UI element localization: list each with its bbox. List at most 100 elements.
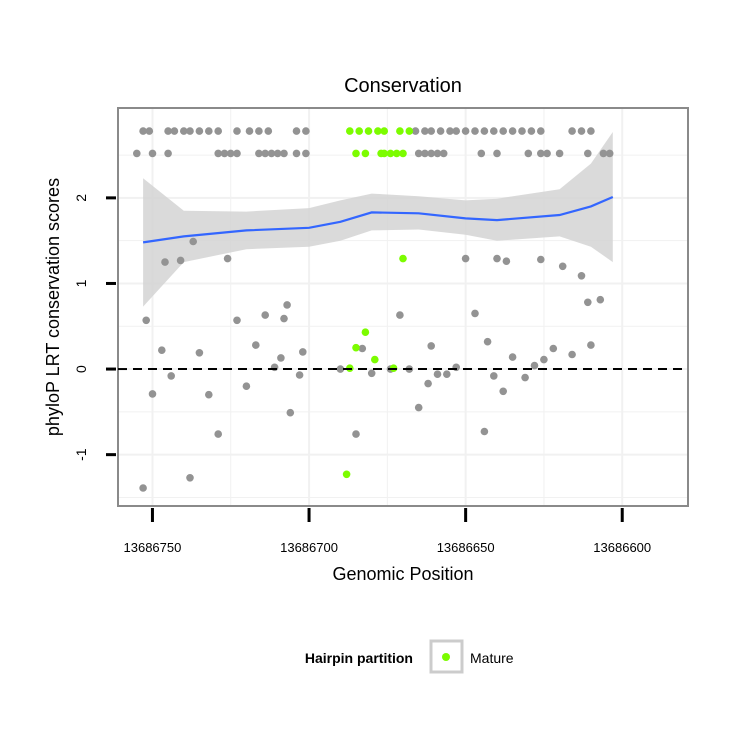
data-point bbox=[508, 353, 517, 361]
data-point-mature bbox=[396, 127, 404, 135]
data-point bbox=[205, 127, 213, 135]
smooth-line bbox=[142, 195, 614, 244]
data-point-mature bbox=[405, 127, 414, 135]
data-point-mature bbox=[355, 127, 364, 135]
data-point bbox=[433, 149, 442, 158]
data-point bbox=[508, 127, 517, 135]
data-point bbox=[461, 254, 470, 263]
data-point bbox=[596, 295, 605, 304]
data-point bbox=[280, 314, 288, 323]
data-point bbox=[558, 262, 567, 271]
data-point bbox=[233, 127, 241, 135]
data-point bbox=[226, 149, 235, 158]
data-point bbox=[176, 256, 185, 265]
data-point bbox=[521, 373, 529, 382]
data-point bbox=[358, 344, 367, 353]
data-point bbox=[223, 254, 232, 263]
data-point-mature bbox=[380, 127, 389, 135]
data-point bbox=[452, 127, 461, 135]
data-point bbox=[471, 309, 479, 318]
data-point bbox=[139, 484, 147, 492]
data-point bbox=[537, 127, 545, 135]
data-point bbox=[161, 258, 169, 266]
data-point bbox=[414, 149, 423, 158]
data-point bbox=[267, 149, 276, 158]
data-point bbox=[555, 149, 564, 158]
data-point bbox=[568, 127, 576, 135]
x-tick-label: 13686700 bbox=[280, 540, 338, 555]
data-point-mature bbox=[392, 149, 401, 158]
data-point bbox=[292, 149, 301, 158]
y-tick-label: -1 bbox=[73, 448, 89, 461]
data-point bbox=[499, 387, 508, 396]
smooth-line-group bbox=[142, 195, 614, 244]
data-point bbox=[273, 149, 282, 158]
data-point bbox=[255, 149, 263, 158]
data-point bbox=[264, 127, 273, 135]
legend-label-mature: Mature bbox=[470, 650, 514, 666]
data-point bbox=[427, 342, 436, 350]
data-point bbox=[261, 311, 270, 319]
data-point bbox=[490, 127, 498, 135]
data-point bbox=[280, 149, 288, 158]
data-point bbox=[530, 361, 539, 370]
data-point bbox=[261, 149, 270, 158]
data-point bbox=[502, 257, 511, 266]
data-point bbox=[433, 370, 442, 379]
data-point bbox=[220, 149, 229, 158]
data-point bbox=[302, 127, 310, 135]
data-point bbox=[421, 127, 429, 135]
confidence-band-area bbox=[143, 132, 613, 307]
data-point-mature bbox=[352, 149, 360, 158]
data-point bbox=[584, 149, 592, 158]
data-point bbox=[302, 149, 310, 158]
data-point bbox=[587, 341, 595, 349]
y-tick-label: 2 bbox=[73, 194, 89, 202]
legend-title: Hairpin partition bbox=[305, 650, 413, 666]
data-point bbox=[411, 127, 420, 135]
data-point bbox=[543, 149, 551, 158]
data-point bbox=[549, 344, 558, 353]
data-point bbox=[158, 346, 166, 355]
data-point bbox=[195, 349, 204, 357]
data-point bbox=[584, 298, 592, 307]
data-point bbox=[518, 127, 526, 135]
chart-title: Conservation bbox=[344, 75, 462, 97]
data-point bbox=[577, 127, 586, 135]
data-point-mature bbox=[380, 149, 389, 158]
data-point bbox=[480, 427, 489, 436]
confidence-band bbox=[143, 132, 613, 307]
data-point bbox=[252, 341, 260, 349]
data-point-mature bbox=[374, 127, 382, 135]
data-point bbox=[214, 127, 222, 135]
data-point bbox=[537, 149, 545, 158]
y-tick-label: 0 bbox=[73, 365, 89, 373]
data-point bbox=[439, 149, 448, 158]
data-point bbox=[587, 127, 595, 135]
x-axis: 13686750 13686700 13686650 13686600 bbox=[124, 508, 651, 555]
x-tick-label: 13686750 bbox=[124, 540, 182, 555]
data-point bbox=[568, 350, 576, 359]
data-point bbox=[164, 127, 172, 135]
data-point bbox=[577, 272, 586, 280]
y-tick-label: 1 bbox=[73, 279, 89, 287]
data-point bbox=[283, 301, 291, 309]
data-point bbox=[286, 408, 295, 417]
data-point bbox=[299, 348, 307, 356]
data-point bbox=[427, 127, 436, 135]
data-point bbox=[367, 369, 376, 378]
x-axis-label: Genomic Position bbox=[332, 564, 473, 584]
data-point bbox=[292, 127, 301, 135]
data-point bbox=[490, 372, 498, 380]
data-point bbox=[461, 127, 470, 135]
data-point-mature bbox=[346, 127, 354, 135]
data-point bbox=[540, 355, 548, 364]
legend: Hairpin partition Mature bbox=[305, 639, 514, 674]
data-point bbox=[148, 149, 157, 158]
data-point bbox=[446, 127, 454, 135]
data-point bbox=[436, 127, 445, 135]
data-point bbox=[480, 127, 489, 135]
data-point bbox=[527, 127, 536, 135]
data-point bbox=[189, 237, 197, 246]
